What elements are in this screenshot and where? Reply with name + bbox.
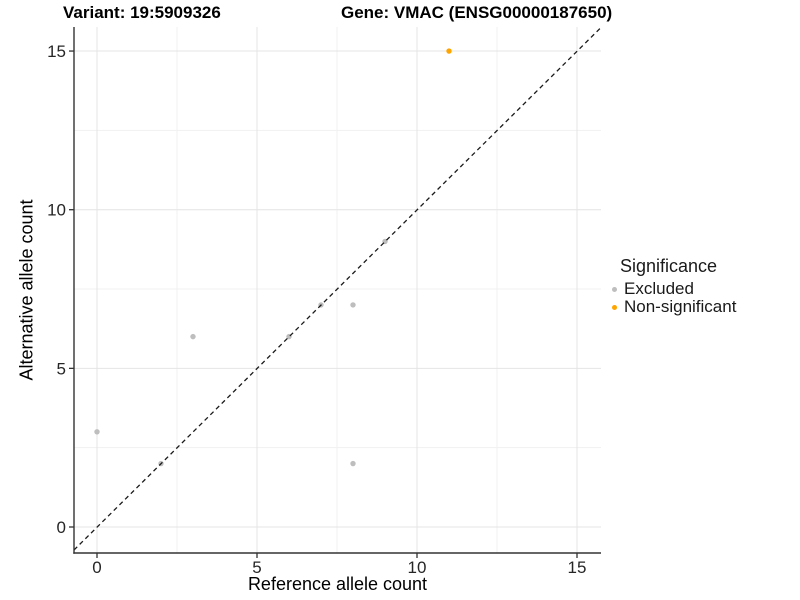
excluded-dot-icon (612, 286, 617, 292)
x-axis-title: Reference allele count (247, 574, 428, 594)
x-tick-label: 15 (568, 558, 587, 577)
data-point-excluded (350, 460, 356, 467)
data-point-excluded (94, 429, 100, 435)
y-tick-label: 0 (57, 518, 66, 537)
x-tick-label: 0 (92, 558, 101, 577)
identity-line (73, 26, 603, 551)
data-point-non-significant (446, 48, 452, 54)
variant-title: Variant: 19:5909326 (63, 3, 221, 22)
gene-title: Gene: VMAC (ENSG00000187650) (341, 3, 613, 22)
legend: Significance Excluded Non-significant (608, 256, 736, 316)
legend-item-label: Non-significant (624, 297, 737, 316)
non-significant-dot-icon (612, 304, 617, 310)
legend-title: Significance (620, 256, 718, 276)
data-point-excluded (350, 302, 356, 308)
x-tick-label: 5 (252, 558, 261, 577)
y-tick-label: 10 (47, 201, 66, 220)
y-tick-label: 5 (57, 359, 66, 378)
legend-item-label: Excluded (624, 279, 694, 298)
y-tick-label: 15 (47, 42, 66, 61)
legend-item-excluded: Excluded (608, 279, 736, 298)
y-axis-title: Alternative allele count (16, 199, 37, 381)
x-tick-label: 10 (408, 558, 427, 577)
legend-item-non-significant: Non-significant (608, 297, 737, 316)
data-point-excluded (190, 333, 196, 340)
